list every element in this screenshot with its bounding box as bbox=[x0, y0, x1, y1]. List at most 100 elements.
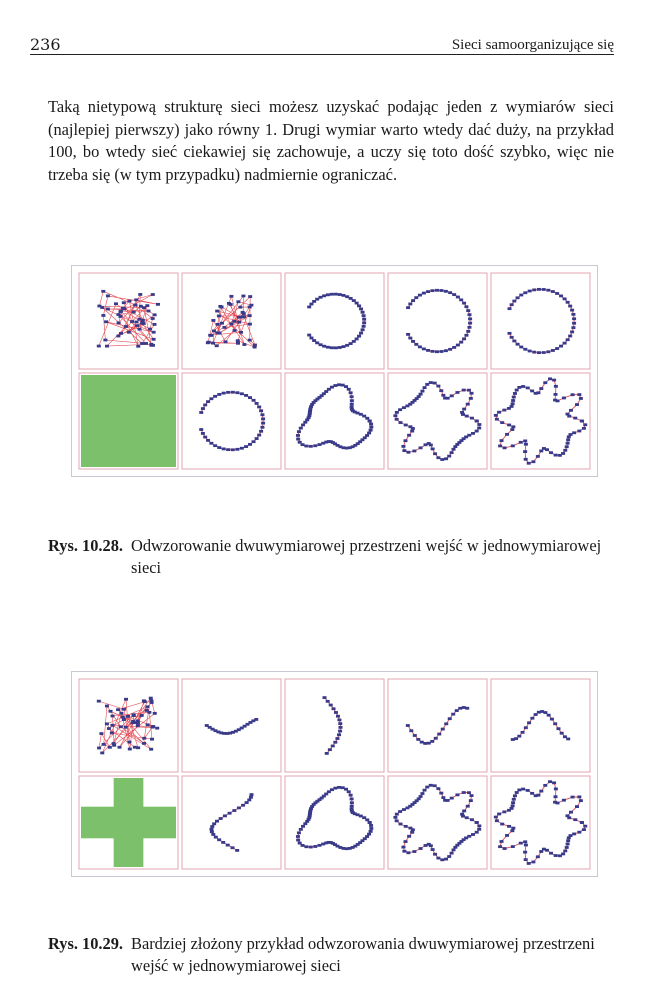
network-node bbox=[338, 722, 343, 726]
network-node bbox=[211, 319, 216, 322]
network-node bbox=[308, 845, 313, 849]
network-node bbox=[410, 429, 415, 433]
network-node bbox=[531, 860, 536, 864]
network-node bbox=[149, 343, 154, 347]
network-node bbox=[561, 852, 566, 856]
network-node bbox=[494, 417, 499, 421]
panel-frame bbox=[387, 678, 488, 773]
network-node bbox=[577, 393, 582, 396]
network-node bbox=[517, 734, 522, 738]
network-node bbox=[477, 423, 482, 426]
network-node bbox=[104, 722, 109, 726]
network-node bbox=[549, 451, 554, 455]
network-node bbox=[539, 449, 544, 453]
network-node bbox=[360, 328, 365, 332]
network-node bbox=[239, 446, 244, 450]
network-node bbox=[209, 830, 214, 834]
network-node bbox=[209, 397, 214, 401]
network-node bbox=[523, 843, 528, 847]
network-node bbox=[150, 317, 155, 320]
network-node bbox=[358, 814, 363, 818]
network-node bbox=[222, 326, 227, 329]
network-node bbox=[367, 832, 372, 836]
network-node bbox=[464, 435, 469, 439]
network-node bbox=[257, 433, 262, 437]
network-node bbox=[344, 446, 349, 450]
figure-10-29 bbox=[71, 671, 598, 877]
network-node bbox=[116, 313, 121, 316]
network-node bbox=[236, 300, 241, 304]
network-node bbox=[533, 713, 538, 716]
network-node bbox=[230, 730, 235, 734]
network-node bbox=[544, 448, 549, 452]
network-node bbox=[249, 303, 254, 307]
network-node bbox=[511, 797, 516, 801]
network-node bbox=[417, 345, 422, 349]
panel-frame bbox=[284, 775, 385, 870]
network-node bbox=[235, 391, 240, 395]
network-node bbox=[349, 809, 354, 813]
network-node bbox=[405, 724, 410, 727]
network-node bbox=[493, 413, 498, 417]
network-node bbox=[206, 438, 211, 442]
network-node bbox=[511, 801, 516, 805]
network-node bbox=[510, 738, 515, 741]
network-node bbox=[130, 320, 135, 323]
network-node bbox=[134, 320, 139, 324]
network-node bbox=[351, 340, 356, 343]
network-node bbox=[568, 810, 573, 814]
network-node bbox=[398, 822, 403, 826]
network-node bbox=[311, 803, 316, 806]
network-node bbox=[464, 305, 469, 309]
network-node bbox=[414, 296, 419, 300]
network-node bbox=[401, 845, 406, 849]
network-node bbox=[142, 700, 147, 704]
network-node bbox=[361, 324, 366, 328]
network-node bbox=[565, 814, 570, 818]
network-node bbox=[571, 326, 576, 330]
network-node bbox=[553, 392, 558, 396]
network-node bbox=[223, 340, 228, 344]
network-node bbox=[566, 836, 571, 840]
network-node bbox=[470, 431, 475, 435]
network-node bbox=[460, 413, 465, 416]
panel-frame bbox=[387, 272, 488, 370]
network-node bbox=[398, 421, 403, 424]
network-node bbox=[408, 425, 413, 429]
network-node bbox=[553, 854, 558, 857]
network-links bbox=[407, 289, 471, 353]
network-node bbox=[452, 293, 457, 296]
network-node bbox=[324, 841, 329, 845]
network-node bbox=[451, 447, 456, 451]
network-node bbox=[507, 331, 512, 335]
network-node bbox=[206, 400, 211, 404]
network-node bbox=[546, 350, 551, 354]
network-node bbox=[567, 816, 572, 820]
network-node bbox=[236, 806, 241, 810]
network-node bbox=[360, 839, 365, 843]
network-node bbox=[518, 440, 523, 444]
network-node bbox=[317, 443, 322, 446]
network-node bbox=[520, 730, 525, 734]
network-node bbox=[101, 314, 106, 317]
network-node bbox=[365, 434, 370, 437]
network-node bbox=[226, 301, 231, 305]
network-node bbox=[543, 783, 548, 787]
network-node bbox=[469, 818, 474, 822]
network-node bbox=[212, 822, 217, 826]
network-node bbox=[118, 310, 123, 314]
network-node bbox=[142, 306, 147, 310]
network-node bbox=[209, 441, 214, 445]
network-node bbox=[514, 388, 519, 392]
network-node bbox=[104, 704, 109, 708]
network-node bbox=[324, 792, 329, 796]
network-node bbox=[251, 440, 256, 444]
network-node bbox=[369, 422, 374, 426]
network-node bbox=[445, 799, 450, 802]
network-node bbox=[252, 345, 257, 349]
network-node bbox=[555, 347, 560, 350]
network-node bbox=[135, 719, 140, 723]
network-node bbox=[344, 385, 349, 389]
network-node bbox=[142, 736, 147, 740]
network-node bbox=[337, 733, 342, 737]
